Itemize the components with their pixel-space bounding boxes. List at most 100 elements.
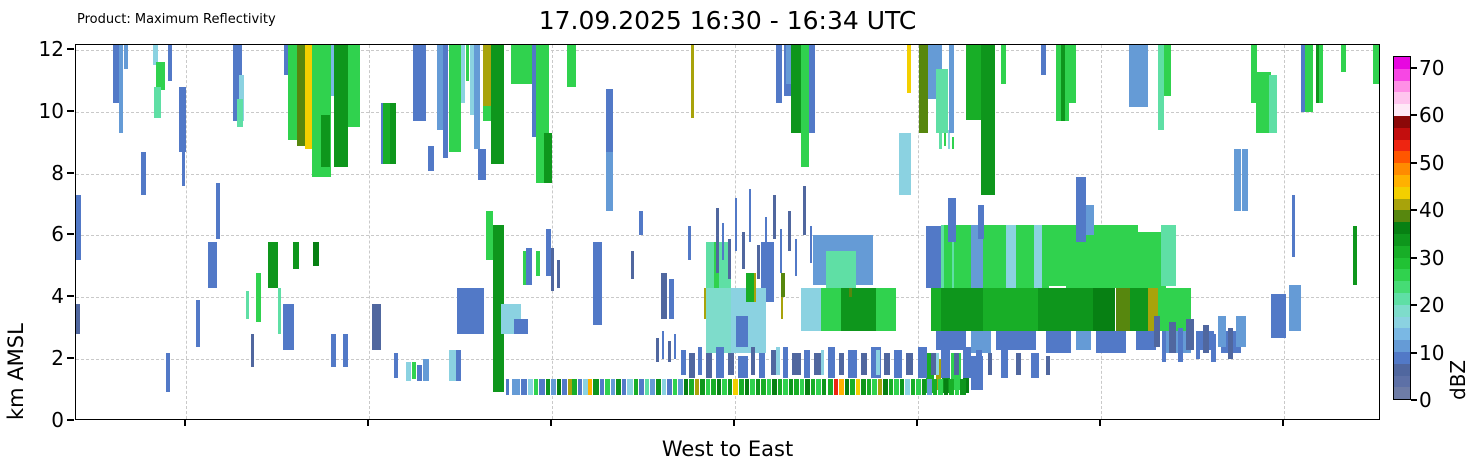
reflectivity-bar <box>449 45 461 152</box>
reflectivity-bar <box>804 349 810 378</box>
grid-line-horizontal <box>76 49 1379 51</box>
reflectivity-bar <box>900 378 904 395</box>
reflectivity-bar <box>1034 224 1042 289</box>
x-tick-mark <box>733 420 735 426</box>
reflectivity-bar <box>773 195 776 239</box>
reflectivity-bar <box>948 130 950 149</box>
reflectivity-bar <box>911 378 915 395</box>
x-tick-mark <box>916 420 918 426</box>
reflectivity-bar <box>600 378 604 395</box>
colorbar <box>1393 56 1411 400</box>
colorbar-band <box>1394 375 1410 388</box>
reflectivity-bar <box>457 288 484 335</box>
reflectivity-bar <box>662 331 664 360</box>
reflectivity-bar <box>546 378 550 395</box>
colorbar-band <box>1394 292 1410 305</box>
reflectivity-bar <box>390 102 396 165</box>
colorbar-band <box>1394 92 1410 105</box>
reflectivity-bar <box>783 346 788 378</box>
colorbar-band <box>1394 351 1410 364</box>
reflectivity-bar <box>470 45 474 115</box>
reflectivity-bar <box>828 378 833 395</box>
reflectivity-bar <box>941 349 950 378</box>
reflectivity-bar <box>606 88 613 152</box>
reflectivity-bar <box>1158 45 1164 131</box>
reflectivity-bar <box>839 378 844 395</box>
colorbar-band <box>1394 186 1410 199</box>
reflectivity-bar <box>776 346 780 375</box>
reflectivity-bar <box>845 378 849 395</box>
reflectivity-bar <box>791 45 801 134</box>
reflectivity-bar <box>861 352 867 375</box>
grid-line-horizontal <box>76 173 1379 175</box>
y-tick-mark <box>67 295 74 298</box>
reflectivity-bar <box>927 378 932 395</box>
reflectivity-bar <box>750 378 755 395</box>
reflectivity-bar <box>536 250 540 276</box>
reflectivity-bar <box>251 334 254 367</box>
reflectivity-bar <box>506 378 509 395</box>
reflectivity-bar <box>733 378 738 395</box>
reflectivity-bar <box>156 62 165 91</box>
reflectivity-bar <box>1242 148 1248 211</box>
reflectivity-bar <box>678 378 683 395</box>
reflectivity-bar <box>233 45 242 122</box>
reflectivity-bar <box>1162 331 1166 363</box>
reflectivity-bar <box>288 45 297 140</box>
colorbar-tick-mark <box>1411 304 1417 307</box>
reflectivity-bar <box>810 226 812 264</box>
reflectivity-bar <box>372 303 381 350</box>
reflectivity-bar <box>528 378 533 395</box>
reflectivity-bar <box>567 45 576 88</box>
reflectivity-bar <box>423 359 429 381</box>
colorbar-band <box>1394 281 1410 293</box>
reflectivity-bar <box>1076 176 1086 242</box>
reflectivity-bar <box>976 349 982 375</box>
reflectivity-bar <box>792 352 801 375</box>
reflectivity-bar <box>539 378 545 395</box>
reflectivity-bar <box>728 352 734 375</box>
reflectivity-bar <box>1148 288 1158 332</box>
reflectivity-bar <box>1093 288 1115 332</box>
x-tick-mark <box>184 420 186 426</box>
reflectivity-bar <box>551 247 554 292</box>
reflectivity-bar <box>1236 315 1246 347</box>
reflectivity-bar <box>754 272 756 302</box>
grid-line-vertical <box>1284 45 1285 419</box>
reflectivity-bar <box>237 99 243 128</box>
reflectivity-bar <box>981 45 995 196</box>
reflectivity-bar <box>800 378 804 395</box>
reflectivity-bar <box>1038 288 1093 332</box>
reflectivity-bar <box>788 210 791 251</box>
reflectivity-bar <box>583 378 588 395</box>
reflectivity-bar <box>645 378 649 395</box>
reflectivity-bar <box>634 378 638 395</box>
reflectivity-bar <box>761 378 766 395</box>
reflectivity-bar <box>781 284 783 319</box>
y-tick-label: 12 <box>38 36 64 61</box>
reflectivity-bar <box>456 349 461 381</box>
reflectivity-bar <box>616 378 621 395</box>
colorbar-tick-label: 10 <box>1419 340 1445 365</box>
y-tick-label: 2 <box>51 346 64 371</box>
reflectivity-bar <box>711 378 716 395</box>
y-tick-mark <box>67 357 74 360</box>
reflectivity-bar <box>331 334 336 367</box>
reflectivity-bar <box>606 151 613 211</box>
reflectivity-bar <box>113 45 119 103</box>
reflectivity-bar <box>906 352 913 375</box>
reflectivity-bar <box>1178 328 1183 363</box>
reflectivity-bar <box>883 378 888 395</box>
reflectivity-bar <box>828 346 835 378</box>
reflectivity-bar <box>348 45 360 128</box>
plot-area <box>75 44 1380 420</box>
reflectivity-bar <box>722 223 724 261</box>
colorbar-tick-label: 20 <box>1419 293 1445 318</box>
reflectivity-bar <box>568 378 572 395</box>
reflectivity-bar <box>878 378 882 395</box>
reflectivity-bar <box>1373 45 1379 84</box>
y-tick-mark <box>67 171 74 174</box>
reflectivity-bar <box>662 378 666 395</box>
reflectivity-bar <box>728 238 731 279</box>
colorbar-band <box>1394 139 1410 152</box>
